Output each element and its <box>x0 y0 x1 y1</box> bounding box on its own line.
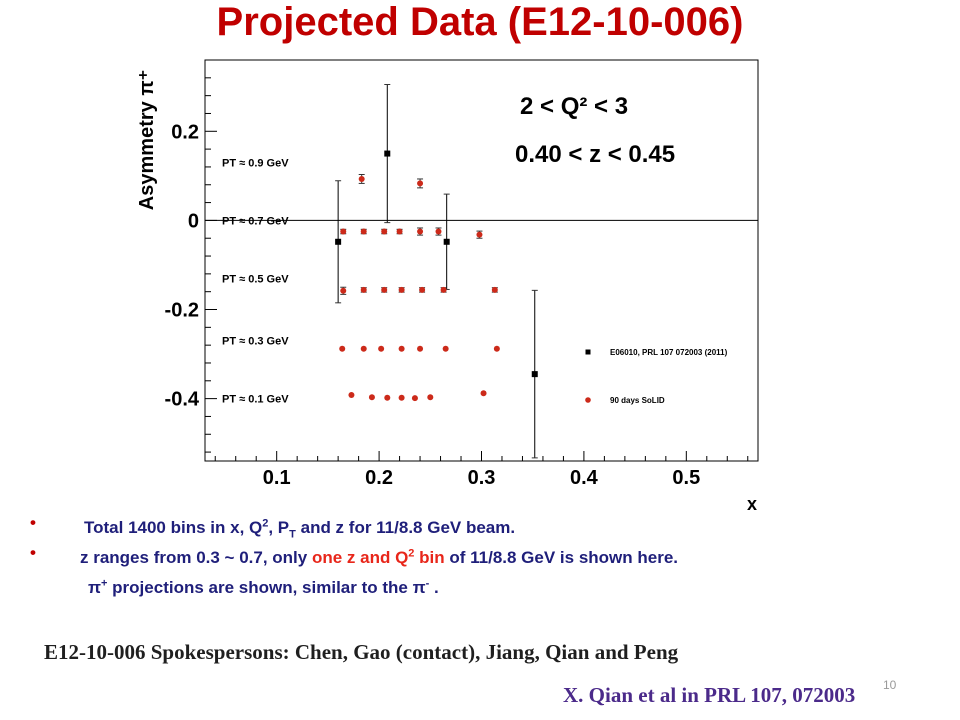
y-axis-label: Asymmetry π⁺ <box>136 70 158 210</box>
bullet-text: Total 1400 bins in x, Q2, PT and z for 1… <box>84 517 516 541</box>
data-point-solid <box>417 228 424 235</box>
data-point-solid <box>360 228 367 235</box>
data-point-e06010 <box>335 238 342 245</box>
legend-label: 90 days SoLID <box>610 396 665 405</box>
pt-band-label: PT ≈ 0.9 GeV <box>222 157 289 169</box>
legend-label: E06010, PRL 107 072003 (2011) <box>610 348 728 357</box>
legend-marker <box>585 397 591 403</box>
data-point-e06010 <box>443 238 450 245</box>
pt-band-label: PT ≈ 0.7 GeV <box>222 215 289 227</box>
data-point-solid <box>440 286 447 293</box>
y-tick-label: -0.2 <box>165 300 199 322</box>
pt-band-label: PT ≈ 0.5 GeV <box>222 273 289 285</box>
x-tick-label: 0.4 <box>570 467 599 489</box>
data-point-solid <box>360 345 367 352</box>
data-point-solid <box>435 228 442 235</box>
x-tick-label: 0.2 <box>365 467 393 489</box>
z-range-annotation: 0.40 < z < 0.45 <box>515 141 675 168</box>
data-point-solid <box>442 345 449 352</box>
data-point-solid <box>396 228 403 235</box>
pt-band-label: PT ≈ 0.3 GeV <box>222 336 289 348</box>
reference-line: X. Qian et al in PRL 107, 072003 <box>563 683 856 707</box>
data-point-solid <box>348 392 355 399</box>
data-point-solid <box>398 394 405 401</box>
data-point-solid <box>491 286 498 293</box>
x-tick-label: 0.1 <box>263 467 291 489</box>
data-point-solid <box>493 345 500 352</box>
data-point-solid <box>340 287 347 294</box>
y-tick-label: 0.2 <box>171 121 199 143</box>
data-point-solid <box>476 231 483 238</box>
data-point-solid <box>427 394 434 401</box>
pt-band-label: PT ≈ 0.1 GeV <box>222 394 289 406</box>
data-point-solid <box>398 286 405 293</box>
bullet-text: z ranges from 0.3 ~ 0.7, only one z and … <box>80 547 679 567</box>
y-tick-label: -0.4 <box>165 389 200 411</box>
data-point-solid <box>340 228 347 235</box>
data-point-solid <box>417 180 424 187</box>
data-point-solid <box>378 345 385 352</box>
data-point-solid <box>339 345 346 352</box>
legend-marker <box>585 349 591 355</box>
slide-number: 10 <box>883 678 897 692</box>
data-point-solid <box>381 286 388 293</box>
data-point-e06010 <box>531 371 538 378</box>
bullet-text: π+ projections are shown, similar to the… <box>88 577 439 597</box>
data-point-solid <box>384 394 391 401</box>
bullet-item-bins: • Total 1400 bins in x, Q2, PT and z for… <box>30 512 950 542</box>
x-tick-label: 0.3 <box>468 467 496 489</box>
data-point-solid <box>480 390 487 397</box>
y-tick-label: 0 <box>188 210 199 232</box>
data-point-solid <box>381 228 388 235</box>
data-point-e06010 <box>384 150 391 157</box>
data-point-solid <box>360 286 367 293</box>
data-point-solid <box>417 345 424 352</box>
bullet-list: • Total 1400 bins in x, Q2, PT and z for… <box>30 512 950 602</box>
bullet-item-projections: π+ projections are shown, similar to the… <box>30 572 950 602</box>
data-point-solid <box>398 345 405 352</box>
x-axis-label: x <box>747 494 757 514</box>
slide-title: Projected Data (E12-10-006) <box>216 0 744 44</box>
x-tick-label: 0.5 <box>672 467 700 489</box>
bullet-dot: • <box>30 543 36 562</box>
data-point-solid <box>358 175 365 182</box>
q2-range-annotation: 2 < Q² < 3 <box>520 93 628 120</box>
data-point-solid <box>411 395 418 402</box>
bullet-dot: • <box>30 513 36 532</box>
data-point-solid <box>419 286 426 293</box>
bullet-item-z-range: • z ranges from 0.3 ~ 0.7, only one z an… <box>30 542 950 572</box>
data-point-solid <box>368 394 375 401</box>
spokespersons-line: E12-10-006 Spokespersons: Chen, Gao (con… <box>44 640 679 664</box>
